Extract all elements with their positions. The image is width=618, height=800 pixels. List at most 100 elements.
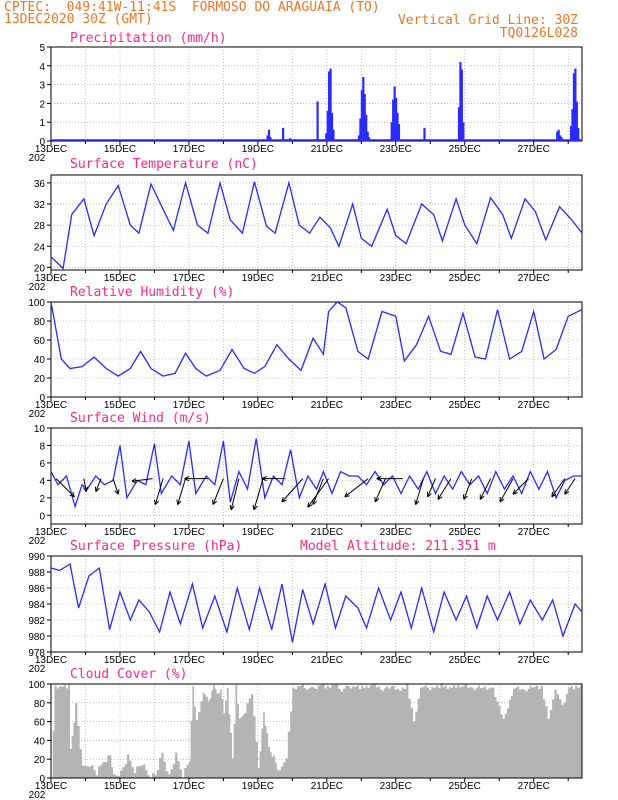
wind-arrow-head [437, 494, 443, 500]
wind-arrow [437, 478, 452, 500]
precip-bar [330, 112, 334, 141]
rh-ytick-label: 100 [28, 298, 45, 309]
temp-ytick-label: 24 [34, 242, 46, 253]
temp-xtick-label: 25DEC [449, 273, 481, 284]
precip-ytick-label: 1 [39, 118, 45, 129]
precip-xtick-label: 15DEC [104, 144, 136, 155]
precip-bar [556, 131, 559, 141]
pressure-ytick-label: 978 [28, 648, 45, 659]
wind-arrow-head [131, 478, 137, 484]
precip-bar [269, 137, 272, 141]
precip-bar [574, 68, 577, 141]
rh-ytick-label: 40 [34, 355, 46, 366]
wind-arrow-head [414, 499, 420, 505]
wind-arrow-head [212, 499, 218, 505]
precip-ytick-label: 0 [39, 137, 45, 148]
pressure-panel: 978 980 982 984 986 988 990 13DEC 15DEC 17DEC 19DE… [28, 539, 583, 675]
wind-title: Surface Wind (m/s) [70, 411, 211, 426]
wind-year-stub: 202 [29, 536, 46, 547]
precip-xtick-label: 17DEC [173, 144, 205, 155]
precip-bar [368, 137, 371, 141]
precip-bar [572, 73, 576, 141]
precip-ytick-label: 3 [39, 81, 45, 92]
wind-arrow-head [281, 497, 287, 503]
cloud-ytick-label: 40 [34, 736, 46, 747]
pressure-ytick-label: 986 [28, 584, 45, 595]
wind-arrow [112, 478, 119, 495]
wind-arrow [230, 478, 240, 510]
precip-bar [328, 71, 331, 141]
wind-arrow-head [114, 489, 120, 495]
wind-xtick-label: 23DEC [380, 527, 412, 538]
pressure-year-stub: 202 [29, 664, 46, 675]
cloud-cover-area [51, 684, 582, 778]
wind-ytick-label: 10 [34, 424, 46, 435]
cloud-xtick-label: 25DEC [449, 781, 481, 792]
wind-arrow [177, 478, 186, 505]
rh-panel: 0 20 40 60 80 100 13DEC 15DEC 17DEC 19DEC 21DEC 23D… [28, 285, 583, 420]
precip-panel: 0 1 2 3 4 5 13DEC 15DEC 17DEC 19DEC 21DEC 23DEC 25DE… [29, 31, 583, 164]
cloud-frame-top [50, 683, 583, 779]
pressure-series-line [50, 562, 583, 643]
precip-title: Precipitation (mm/h) [70, 31, 227, 46]
precip-bar [392, 99, 395, 141]
wind-arrow-head [564, 489, 570, 495]
wind-arrow-head [261, 475, 267, 482]
precip-year-stub: 202 [29, 153, 46, 164]
wind-arrow [131, 478, 153, 482]
pressure-title: Surface Pressure (hPa) [70, 539, 242, 554]
precip-bar [359, 118, 362, 141]
wind-arrow [312, 478, 324, 505]
pressure-ytick-label: 982 [28, 616, 45, 627]
pressure-xtick-label: 19DEC [242, 655, 274, 666]
pressure-xtick-label: 17DEC [173, 655, 205, 666]
wind-xtick-label: 25DEC [449, 527, 481, 538]
precip-bar [266, 135, 269, 141]
precip-bar [332, 129, 335, 141]
wind-xtick-label: 19DEC [242, 527, 274, 538]
wind-arrow [83, 478, 87, 492]
precip-bar [366, 131, 369, 141]
rh-xtick-label: 17DEC [173, 400, 205, 411]
wind-ytick-label: 0 [39, 511, 45, 522]
wind-arrow-head [426, 491, 432, 498]
wind-series-line [50, 438, 582, 509]
wind-arrow-head [252, 504, 258, 511]
wind-xtick-label: 21DEC [311, 527, 343, 538]
precip-xtick-label: 25DEC [449, 144, 481, 155]
wind-xtick-label: 27DEC [518, 527, 550, 538]
wind-arrow [55, 478, 75, 498]
precip-bar [267, 129, 271, 141]
precip-bar [357, 135, 361, 141]
precip-bar [325, 133, 328, 141]
cloud-ytick-label: 80 [34, 699, 46, 710]
wind-frame [50, 427, 583, 525]
precip-bar [575, 101, 578, 141]
precip-ytick-label: 5 [39, 43, 45, 54]
cloud-ytick-label: 0 [39, 774, 45, 785]
cloud-xtick-label: 15DEC [104, 781, 136, 792]
rh-xtick-label: 25DEC [449, 400, 481, 411]
precip-bar [569, 125, 573, 141]
model-code: TQ0126L028 [499, 26, 578, 41]
precip-bar [459, 62, 462, 141]
wind-arrow [415, 478, 424, 505]
temp-ytick-label: 20 [34, 263, 46, 274]
precip-bar [460, 69, 463, 141]
wind-arrow [374, 478, 386, 503]
wind-arrow [564, 478, 576, 495]
wind-arrow [212, 478, 224, 505]
precip-xtick-label: 27DEC [518, 144, 550, 155]
cloud-year-stub: 202 [29, 790, 46, 800]
cloud-ytick-label: 100 [28, 680, 45, 691]
wind-arrow-head [376, 475, 382, 482]
temp-xtick-label: 21DEC [311, 273, 343, 284]
pressure-subtitle: Model Altitude: 211.351 m [300, 539, 496, 554]
rh-xtick-label: 19DEC [242, 400, 274, 411]
rh-xtick-label: 13DEC [35, 400, 67, 411]
pressure-xtick-label: 21DEC [311, 655, 343, 666]
wind-panel: 0 2 4 6 8 10 13DEC 15DEC 17DEC 19DEC 21DEC 23DEC 25D… [29, 411, 583, 547]
wind-arrow [427, 478, 436, 498]
wind-arrow-head [551, 491, 557, 498]
